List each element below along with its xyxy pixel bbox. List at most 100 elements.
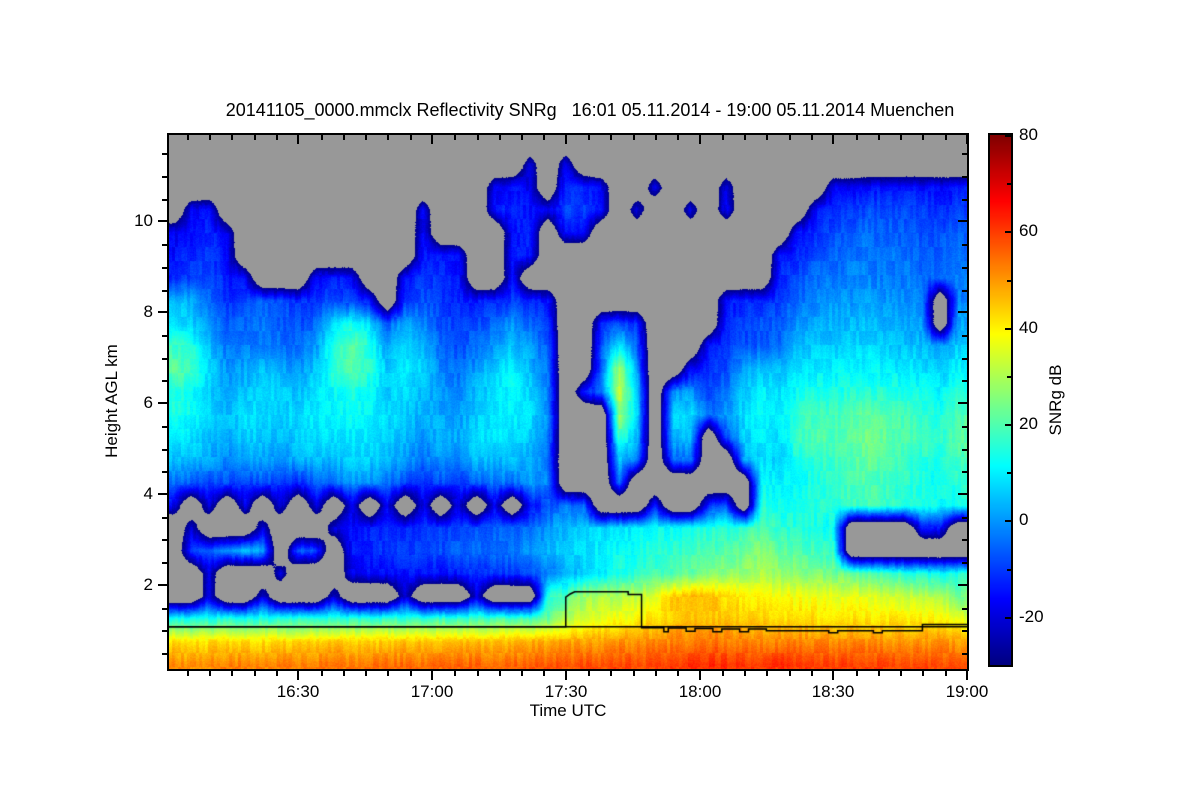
y-minor-tick [162, 653, 167, 655]
x-tick-label: 16:30 [276, 682, 320, 701]
colorbar-tick-label: 80 [1019, 125, 1038, 144]
x-minor-tick [722, 671, 724, 676]
y-minor-tick [162, 449, 167, 451]
x-minor-tick [187, 671, 189, 676]
x-major-tick [431, 671, 433, 680]
y-major-tick-right [958, 220, 967, 222]
colorbar-gradient [990, 135, 1011, 665]
y-minor-tick-right [962, 358, 967, 360]
x-minor-tick-top [187, 135, 189, 140]
y-major-tick [158, 311, 167, 313]
x-major-tick-top [297, 135, 299, 144]
x-minor-tick-top [521, 135, 523, 140]
x-minor-tick-top [789, 135, 791, 140]
colorbar-major-tick [1005, 328, 1011, 330]
x-minor-tick [744, 671, 746, 676]
x-major-tick [966, 671, 968, 680]
x-minor-tick [231, 671, 233, 676]
y-minor-tick-right [962, 153, 967, 155]
x-minor-tick [811, 671, 813, 676]
x-major-tick [297, 671, 299, 680]
y-minor-tick-right [962, 199, 967, 201]
y-minor-tick [162, 562, 167, 564]
y-minor-tick-right [962, 630, 967, 632]
y-tick-label: 10 [134, 211, 153, 230]
colorbar-major-tick [1005, 424, 1011, 426]
x-minor-tick-top [410, 135, 412, 140]
y-major-tick [158, 493, 167, 495]
y-minor-tick-right [962, 267, 967, 269]
y-minor-tick-right [962, 290, 967, 292]
x-minor-tick [543, 671, 545, 676]
y-tick-label: 6 [143, 393, 153, 412]
y-minor-tick-right [962, 244, 967, 246]
x-tick-label: 17:30 [544, 682, 588, 701]
x-minor-tick-top [633, 135, 635, 140]
x-major-tick-top [431, 135, 433, 144]
reflectivity-heatmap [169, 135, 967, 669]
plot-title: 20141105_0000.mmclx Reflectivity SNRg 16… [225, 100, 955, 120]
x-major-tick-top [565, 135, 567, 144]
x-major-tick [565, 671, 567, 680]
y-major-tick [158, 584, 167, 586]
y-minor-tick-right [962, 426, 967, 428]
x-minor-tick [276, 671, 278, 676]
x-minor-tick-top [321, 135, 323, 140]
x-minor-tick-top [209, 135, 211, 140]
x-tick-label: 18:00 [678, 682, 722, 701]
x-minor-tick [945, 671, 947, 676]
y-major-tick [158, 402, 167, 404]
x-minor-tick-top [922, 135, 924, 140]
x-minor-tick [922, 671, 924, 676]
y-minor-tick-right [962, 562, 967, 564]
x-minor-tick [588, 671, 590, 676]
y-minor-tick-right [962, 335, 967, 337]
x-minor-tick [254, 671, 256, 676]
x-minor-tick [321, 671, 323, 676]
x-minor-tick-top [900, 135, 902, 140]
y-minor-tick-right [962, 380, 967, 382]
colorbar-major-tick [1005, 617, 1011, 619]
y-minor-tick [162, 335, 167, 337]
x-minor-tick-top [231, 135, 233, 140]
colorbar-major-tick [1005, 231, 1011, 233]
x-minor-tick [209, 671, 211, 676]
x-minor-tick [499, 671, 501, 676]
colorbar-label: SNRg dB [1046, 364, 1065, 436]
x-minor-tick-top [722, 135, 724, 140]
colorbar-minor-tick [1007, 569, 1011, 571]
y-tick-label: 8 [143, 302, 153, 321]
colorbar-tick-label: -20 [1019, 607, 1044, 626]
y-minor-tick [162, 153, 167, 155]
plot-frame [167, 133, 969, 671]
x-minor-tick [410, 671, 412, 676]
x-minor-tick-top [276, 135, 278, 140]
x-tick-label: 17:00 [410, 682, 454, 701]
x-minor-tick [365, 671, 367, 676]
y-minor-tick [162, 267, 167, 269]
x-minor-tick-top [365, 135, 367, 140]
colorbar-minor-tick [1007, 280, 1011, 282]
x-minor-tick-top [477, 135, 479, 140]
x-major-tick [699, 671, 701, 680]
y-major-tick-right [958, 402, 967, 404]
x-minor-tick-top [454, 135, 456, 140]
y-minor-tick [162, 380, 167, 382]
x-major-tick [832, 671, 834, 680]
x-minor-tick [900, 671, 902, 676]
x-tick-label: 19:00 [945, 682, 989, 701]
x-minor-tick [343, 671, 345, 676]
x-minor-tick-top [254, 135, 256, 140]
x-tick-label: 18:30 [811, 682, 855, 701]
x-minor-tick [477, 671, 479, 676]
y-minor-tick [162, 608, 167, 610]
y-tick-label: 4 [143, 484, 153, 503]
y-minor-tick-right [962, 539, 967, 541]
x-major-tick-top [699, 135, 701, 144]
x-axis-label: Time UTC [529, 701, 607, 720]
x-minor-tick [521, 671, 523, 676]
x-minor-tick-top [766, 135, 768, 140]
x-minor-tick-top [499, 135, 501, 140]
y-major-tick-right [958, 493, 967, 495]
